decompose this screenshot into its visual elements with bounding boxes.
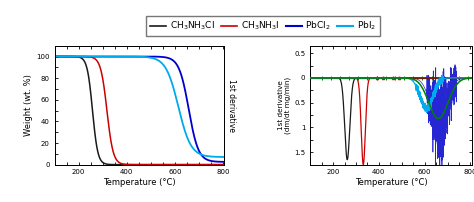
X-axis label: Temperature (°C): Temperature (°C) bbox=[355, 178, 427, 187]
Y-axis label: 1st derivative: 1st derivative bbox=[227, 79, 236, 132]
Y-axis label: Weight (wt. %): Weight (wt. %) bbox=[24, 74, 33, 136]
Y-axis label: 1st derivative
(dm/dt mg/min): 1st derivative (dm/dt mg/min) bbox=[278, 77, 292, 134]
Legend: CH$_3$NH$_3$Cl, CH$_3$NH$_3$I, PbCl$_2$, PbI$_2$: CH$_3$NH$_3$Cl, CH$_3$NH$_3$I, PbCl$_2$,… bbox=[146, 16, 380, 36]
X-axis label: Temperature (°C): Temperature (°C) bbox=[103, 178, 175, 187]
